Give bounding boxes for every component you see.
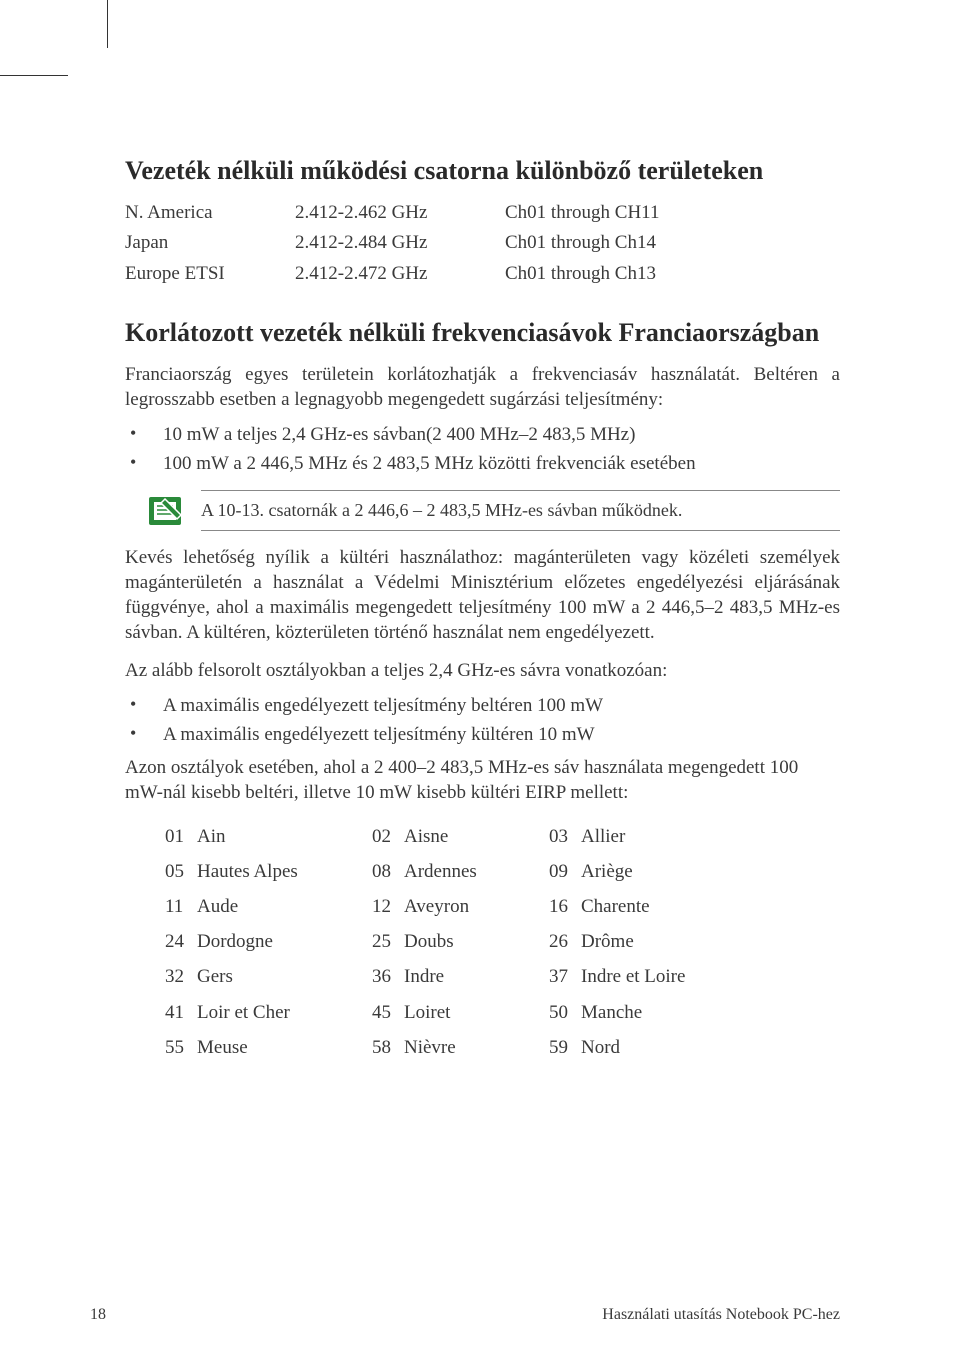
page-footer: 18 Használati utasítás Notebook PC-hez bbox=[90, 1306, 840, 1324]
dept-name: Indre bbox=[404, 959, 549, 994]
paragraph: Az alább felsorolt osztályokban a teljes… bbox=[125, 658, 840, 683]
dept-number: 05 bbox=[165, 854, 197, 889]
dept-name: Hautes Alpes bbox=[197, 854, 372, 889]
freq-channels: Ch01 through Ch14 bbox=[505, 228, 840, 259]
dept-name: Allier bbox=[581, 819, 685, 854]
table-row: 32Gers36Indre37Indre et Loire bbox=[165, 959, 685, 994]
dept-number: 09 bbox=[549, 854, 581, 889]
dept-name: Drôme bbox=[581, 924, 685, 959]
table-row: 01Ain02Aisne03Allier bbox=[165, 819, 685, 854]
dept-number: 50 bbox=[549, 995, 581, 1030]
dept-number: 32 bbox=[165, 959, 197, 994]
dept-number: 26 bbox=[549, 924, 581, 959]
paragraph: Franciaország egyes területein korlátozh… bbox=[125, 362, 840, 412]
dept-name: Aisne bbox=[404, 819, 549, 854]
dept-number: 36 bbox=[372, 959, 404, 994]
freq-range: 2.412-2.462 GHz bbox=[295, 198, 505, 229]
dept-name: Nord bbox=[581, 1030, 685, 1065]
crop-mark-vertical bbox=[107, 0, 108, 48]
dept-name: Meuse bbox=[197, 1030, 372, 1065]
page-content: Vezeték nélküli működési csatorna különb… bbox=[0, 0, 960, 1105]
dept-name: Indre et Loire bbox=[581, 959, 685, 994]
dept-name: Loiret bbox=[404, 995, 549, 1030]
dept-number: 58 bbox=[372, 1030, 404, 1065]
table-row: 11Aude12Aveyron16Charente bbox=[165, 889, 685, 924]
list-item: A maximális engedélyezett teljesítmény k… bbox=[125, 722, 840, 747]
paragraph: Azon osztályok esetében, ahol a 2 400–2 … bbox=[125, 755, 840, 805]
dept-number: 01 bbox=[165, 819, 197, 854]
freq-range: 2.412-2.472 GHz bbox=[295, 259, 505, 290]
list-item: 10 mW a teljes 2,4 GHz-es sávban(2 400 M… bbox=[125, 422, 840, 447]
page-number: 18 bbox=[90, 1306, 106, 1324]
note-icon bbox=[145, 491, 185, 531]
dept-number: 37 bbox=[549, 959, 581, 994]
paragraph: Kevés lehetőség nyílik a kültéri használ… bbox=[125, 545, 840, 645]
dept-number: 25 bbox=[372, 924, 404, 959]
dept-name: Doubs bbox=[404, 924, 549, 959]
dept-number: 11 bbox=[165, 889, 197, 924]
dept-number: 41 bbox=[165, 995, 197, 1030]
dept-name: Dordogne bbox=[197, 924, 372, 959]
crop-marks bbox=[0, 0, 960, 80]
list-item: 100 mW a 2 446,5 MHz és 2 483,5 MHz közö… bbox=[125, 451, 840, 476]
dept-number: 55 bbox=[165, 1030, 197, 1065]
dept-name: Ain bbox=[197, 819, 372, 854]
dept-name: Charente bbox=[581, 889, 685, 924]
dept-name: Gers bbox=[197, 959, 372, 994]
dept-name: Ariège bbox=[581, 854, 685, 889]
note-text-wrap: A 10-13. csatornák a 2 446,6 – 2 483,5 M… bbox=[201, 490, 840, 531]
list-item: A maximális engedélyezett teljesítmény b… bbox=[125, 693, 840, 718]
dept-name: Manche bbox=[581, 995, 685, 1030]
dept-name: Loir et Cher bbox=[197, 995, 372, 1030]
note-box: A 10-13. csatornák a 2 446,6 – 2 483,5 M… bbox=[145, 490, 840, 531]
bullet-list-1: 10 mW a teljes 2,4 GHz-es sávban(2 400 M… bbox=[125, 422, 840, 476]
dept-name: Ardennes bbox=[404, 854, 549, 889]
freq-range: 2.412-2.484 GHz bbox=[295, 228, 505, 259]
departments-table: 01Ain02Aisne03Allier05Hautes Alpes08Arde… bbox=[165, 819, 685, 1065]
freq-channels: Ch01 through CH11 bbox=[505, 198, 840, 229]
dept-number: 02 bbox=[372, 819, 404, 854]
freq-channels: Ch01 through Ch13 bbox=[505, 259, 840, 290]
dept-number: 24 bbox=[165, 924, 197, 959]
dept-number: 16 bbox=[549, 889, 581, 924]
dept-number: 03 bbox=[549, 819, 581, 854]
dept-number: 59 bbox=[549, 1030, 581, 1065]
freq-region: Japan bbox=[125, 228, 295, 259]
table-row: 55Meuse58Nièvre59Nord bbox=[165, 1030, 685, 1065]
table-row: 41Loir et Cher45Loiret50Manche bbox=[165, 995, 685, 1030]
dept-name: Aveyron bbox=[404, 889, 549, 924]
heading-channels: Vezeték nélküli működési csatorna különb… bbox=[125, 155, 840, 188]
dept-number: 45 bbox=[372, 995, 404, 1030]
footer-title: Használati utasítás Notebook PC-hez bbox=[602, 1306, 840, 1324]
table-row: Europe ETSI 2.412-2.472 GHz Ch01 through… bbox=[125, 259, 840, 290]
frequency-table: N. America 2.412-2.462 GHz Ch01 through … bbox=[125, 198, 840, 290]
dept-name: Aude bbox=[197, 889, 372, 924]
freq-region: Europe ETSI bbox=[125, 259, 295, 290]
crop-mark-horizontal bbox=[0, 75, 68, 76]
table-row: N. America 2.412-2.462 GHz Ch01 through … bbox=[125, 198, 840, 229]
dept-number: 08 bbox=[372, 854, 404, 889]
table-row: Japan 2.412-2.484 GHz Ch01 through Ch14 bbox=[125, 228, 840, 259]
dept-number: 12 bbox=[372, 889, 404, 924]
note-text: A 10-13. csatornák a 2 446,6 – 2 483,5 M… bbox=[201, 499, 840, 522]
bullet-list-2: A maximális engedélyezett teljesítmény b… bbox=[125, 693, 840, 747]
table-row: 05Hautes Alpes08Ardennes09Ariège bbox=[165, 854, 685, 889]
table-row: 24Dordogne25Doubs26Drôme bbox=[165, 924, 685, 959]
freq-region: N. America bbox=[125, 198, 295, 229]
heading-france: Korlátozott vezeték nélküli frekvenciasá… bbox=[125, 317, 840, 350]
dept-name: Nièvre bbox=[404, 1030, 549, 1065]
